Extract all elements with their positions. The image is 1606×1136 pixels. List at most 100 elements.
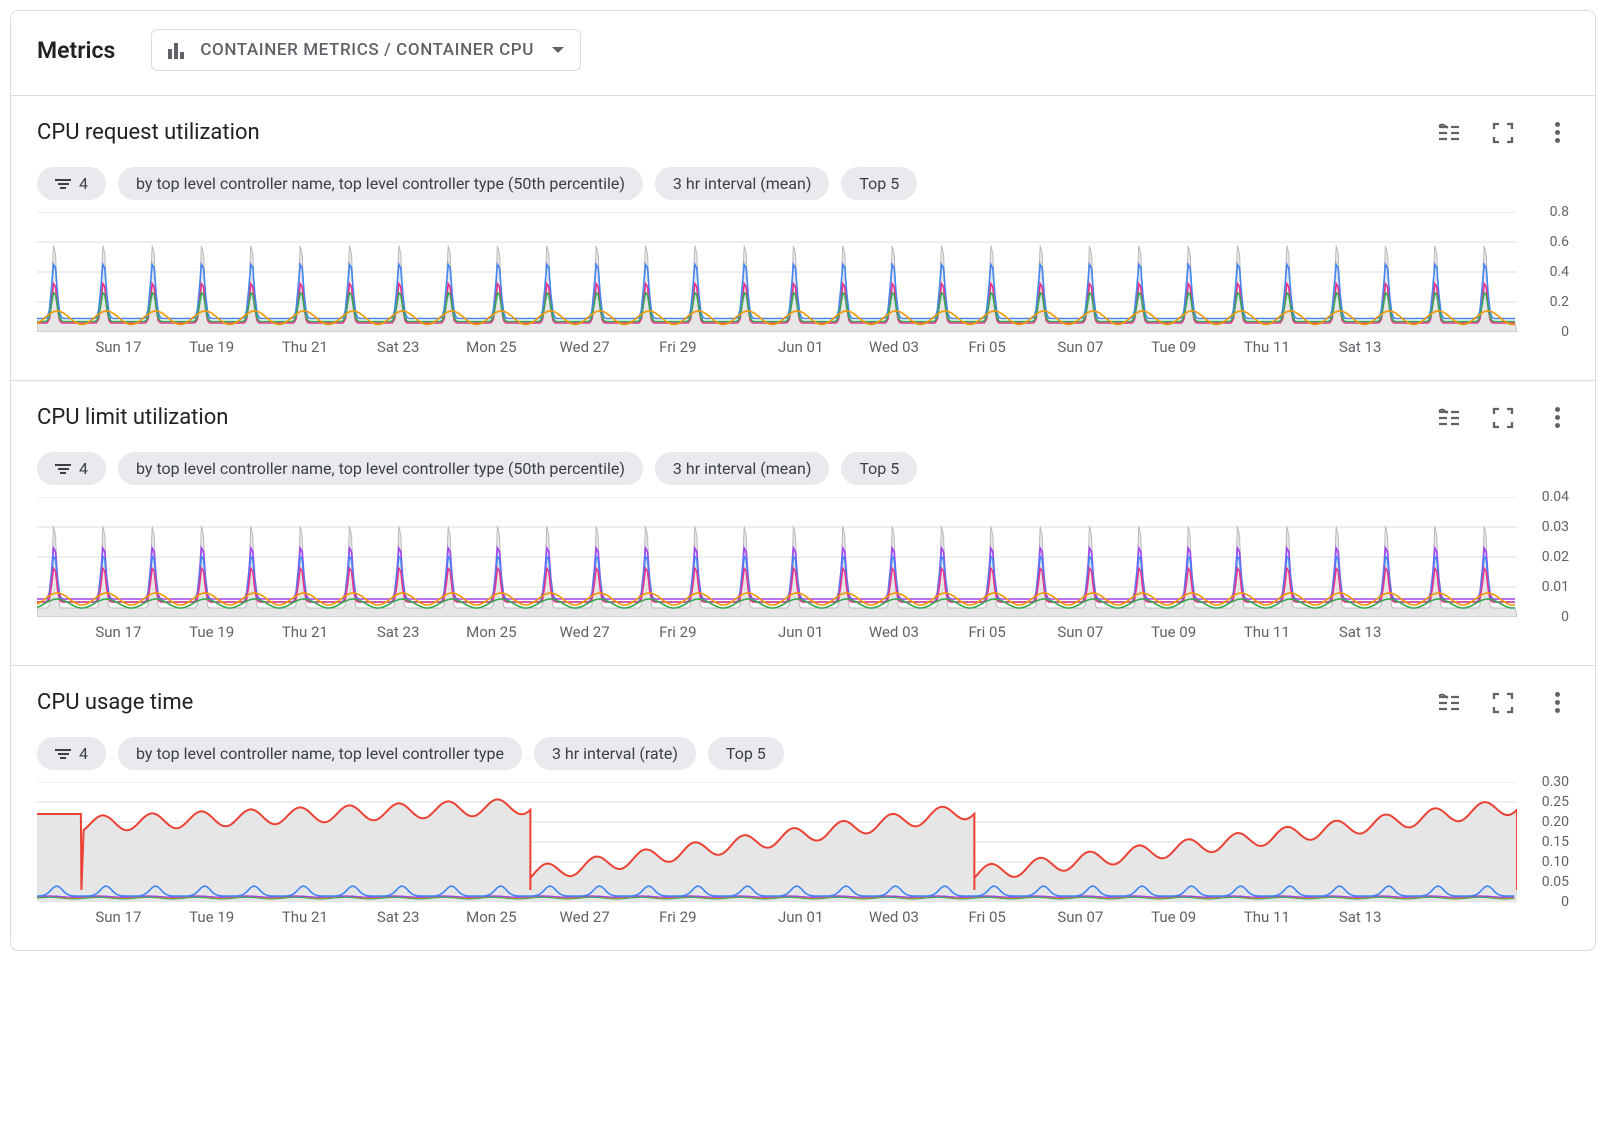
filter-chips-row: 4 by top level controller name, top level…: [37, 452, 1569, 485]
x-tick: Sun 17: [95, 908, 141, 926]
chip[interactable]: Top 5: [841, 452, 917, 485]
chip[interactable]: 3 hr interval (mean): [655, 452, 829, 485]
y-tick: 0.25: [1542, 794, 1569, 810]
x-tick: Thu 11: [1244, 338, 1290, 356]
x-tick: Jun 01: [778, 908, 823, 926]
more-menu-icon[interactable]: [1545, 691, 1569, 715]
x-tick: Sun 17: [95, 623, 141, 641]
page-title: Metrics: [37, 37, 115, 64]
x-tick: Fri 29: [659, 338, 696, 356]
panel-actions: [1437, 406, 1569, 430]
y-tick: 0.20: [1542, 814, 1569, 830]
x-tick: Tue 09: [1151, 623, 1196, 641]
x-tick: Thu 11: [1244, 623, 1290, 641]
x-tick: Thu 21: [282, 338, 328, 356]
filter-count: 4: [79, 459, 88, 478]
bar-chart-icon: [168, 41, 184, 59]
x-tick: Tue 19: [189, 623, 234, 641]
x-tick: Sat 23: [377, 908, 420, 926]
x-tick: Jun 01: [778, 623, 823, 641]
panel-actions: [1437, 121, 1569, 145]
metrics-container: Metrics CONTAINER METRICS / CONTAINER CP…: [10, 10, 1596, 951]
x-tick: Sat 23: [377, 338, 420, 356]
chart-cpu-request[interactable]: 00.20.40.60.8: [37, 212, 1569, 332]
x-tick: Sun 07: [1057, 908, 1103, 926]
filter-count-chip[interactable]: 4: [37, 452, 106, 485]
chip[interactable]: 3 hr interval (mean): [655, 167, 829, 200]
y-tick: 0.4: [1550, 264, 1569, 280]
x-tick: Thu 21: [282, 908, 328, 926]
fullscreen-icon[interactable]: [1491, 691, 1515, 715]
x-tick: Sat 13: [1339, 623, 1382, 641]
fullscreen-icon[interactable]: [1491, 406, 1515, 430]
x-tick: Tue 19: [189, 908, 234, 926]
y-tick: 0: [1561, 609, 1569, 625]
chip[interactable]: by top level controller name, top level …: [118, 167, 643, 200]
filter-count: 4: [79, 174, 88, 193]
y-tick: 0.03: [1542, 519, 1569, 535]
fullscreen-icon[interactable]: [1491, 121, 1515, 145]
x-tick: Thu 11: [1244, 908, 1290, 926]
chart-panel-cpu-limit: CPU limit utilization 4 by top level contr…: [11, 380, 1595, 665]
chip[interactable]: Top 5: [708, 737, 784, 770]
legend-toggle-icon[interactable]: [1437, 691, 1461, 715]
y-tick: 0.05: [1542, 874, 1569, 890]
panel-title: CPU limit utilization: [37, 405, 228, 430]
chip[interactable]: Top 5: [841, 167, 917, 200]
legend-toggle-icon[interactable]: [1437, 406, 1461, 430]
panel-actions: [1437, 691, 1569, 715]
x-tick: Thu 21: [282, 623, 328, 641]
y-axis: 00.20.40.60.8: [1517, 212, 1569, 332]
filter-icon: [55, 464, 71, 474]
legend-toggle-icon[interactable]: [1437, 121, 1461, 145]
more-menu-icon[interactable]: [1545, 121, 1569, 145]
filter-chips-row: 4 by top level controller name, top level…: [37, 167, 1569, 200]
panel-title: CPU request utilization: [37, 120, 260, 145]
x-tick: Wed 03: [869, 338, 919, 356]
x-tick: Sat 23: [377, 623, 420, 641]
x-tick: Sun 07: [1057, 623, 1103, 641]
x-tick: Wed 27: [560, 338, 610, 356]
chevron-down-icon: [552, 47, 564, 53]
x-tick: Sun 17: [95, 338, 141, 356]
x-tick: Sat 13: [1339, 908, 1382, 926]
x-tick: Fri 29: [659, 623, 696, 641]
x-tick: Fri 05: [968, 908, 1005, 926]
panel-title: CPU usage time: [37, 690, 193, 715]
x-axis: Sun 17Tue 19Thu 21Sat 23Mon 25Wed 27Fri …: [37, 908, 1569, 930]
filter-count: 4: [79, 744, 88, 763]
filter-icon: [55, 749, 71, 759]
filter-count-chip[interactable]: 4: [37, 167, 106, 200]
chip[interactable]: by top level controller name, top level …: [118, 452, 643, 485]
y-tick: 0.6: [1550, 234, 1569, 250]
x-tick: Sat 13: [1339, 338, 1382, 356]
filter-icon: [55, 179, 71, 189]
x-tick: Fri 29: [659, 908, 696, 926]
x-tick: Wed 03: [869, 908, 919, 926]
y-tick: 0: [1561, 894, 1569, 910]
chip[interactable]: 3 hr interval (rate): [534, 737, 696, 770]
x-tick: Fri 05: [968, 623, 1005, 641]
y-tick: 0: [1561, 324, 1569, 340]
y-tick: 0.8: [1550, 204, 1569, 220]
x-tick: Mon 25: [466, 338, 517, 356]
x-tick: Fri 05: [968, 338, 1005, 356]
metric-category-dropdown[interactable]: CONTAINER METRICS / CONTAINER CPU: [151, 29, 581, 71]
x-tick: Mon 25: [466, 623, 517, 641]
chip[interactable]: by top level controller name, top level …: [118, 737, 522, 770]
x-tick: Jun 01: [778, 338, 823, 356]
x-tick: Sun 07: [1057, 338, 1103, 356]
y-tick: 0.02: [1542, 549, 1569, 565]
y-axis: 00.050.100.150.200.250.30: [1517, 782, 1569, 902]
filter-count-chip[interactable]: 4: [37, 737, 106, 770]
chart-cpu-limit[interactable]: 00.010.020.030.04: [37, 497, 1569, 617]
x-axis: Sun 17Tue 19Thu 21Sat 23Mon 25Wed 27Fri …: [37, 338, 1569, 360]
x-tick: Wed 27: [560, 623, 610, 641]
y-tick: 0.01: [1542, 579, 1569, 595]
chart-cpu-usage-time[interactable]: 00.050.100.150.200.250.30: [37, 782, 1569, 902]
x-axis: Sun 17 Tue 19 Thu 21 Sat 23 Mon 25 Wed 27 Fri …: [37, 623, 1569, 645]
chart-panel-cpu-request: CPU request utilization 4 by top level con…: [11, 95, 1595, 380]
more-menu-icon[interactable]: [1545, 406, 1569, 430]
y-tick: 0.10: [1542, 854, 1569, 870]
x-tick: Wed 03: [869, 623, 919, 641]
